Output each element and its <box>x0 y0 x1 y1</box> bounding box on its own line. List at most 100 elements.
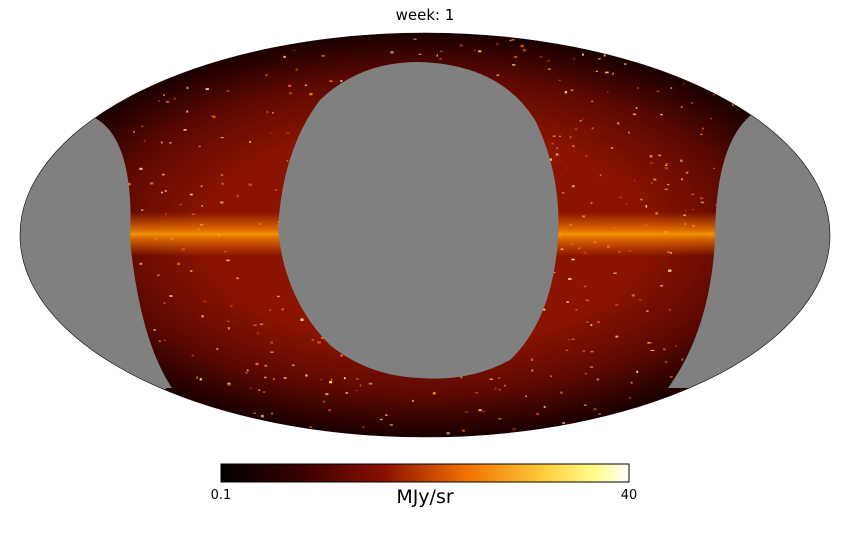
point-source <box>59 76 62 79</box>
point-source <box>755 370 760 373</box>
point-source <box>161 191 163 194</box>
point-source <box>579 120 582 122</box>
point-source <box>660 285 664 287</box>
point-source <box>226 259 230 262</box>
point-source <box>731 62 735 65</box>
point-source <box>179 204 182 206</box>
point-source <box>620 414 623 417</box>
point-source <box>593 408 597 410</box>
point-source <box>98 410 101 413</box>
point-source <box>248 183 252 186</box>
point-source <box>566 301 569 303</box>
point-source <box>113 52 116 55</box>
point-source <box>123 403 126 406</box>
point-source <box>283 377 287 379</box>
colorbar-min-label: 0.1 <box>210 488 232 503</box>
point-source <box>85 386 88 389</box>
point-source <box>646 310 649 312</box>
point-source <box>321 337 325 339</box>
point-source <box>40 153 43 156</box>
point-source <box>680 411 683 413</box>
point-source <box>799 328 803 331</box>
point-source <box>293 50 296 52</box>
point-source <box>512 428 516 431</box>
point-source <box>55 345 58 348</box>
point-source <box>163 339 166 342</box>
point-source <box>101 423 104 425</box>
point-source <box>680 106 683 108</box>
point-source <box>465 411 468 413</box>
colorbar-max-label: 40 <box>620 488 638 503</box>
point-source <box>498 388 501 391</box>
point-source <box>680 159 683 162</box>
point-source <box>482 410 485 413</box>
point-source <box>635 107 638 109</box>
point-source <box>498 418 502 420</box>
point-source <box>584 373 587 375</box>
point-source <box>663 348 666 351</box>
point-source <box>359 384 362 387</box>
point-source <box>650 161 653 165</box>
point-source <box>158 340 161 342</box>
point-source <box>203 429 207 432</box>
point-source <box>678 73 681 76</box>
point-source <box>84 119 88 122</box>
point-source <box>697 45 700 47</box>
point-source <box>201 205 203 207</box>
point-source <box>667 183 670 186</box>
point-source <box>696 413 700 415</box>
point-source <box>595 70 598 72</box>
point-source <box>668 269 672 272</box>
point-source <box>633 179 636 182</box>
point-source <box>628 397 632 399</box>
point-source <box>628 131 630 134</box>
point-source <box>625 203 628 205</box>
point-source <box>512 64 516 66</box>
point-source <box>226 320 230 322</box>
point-source <box>663 406 666 409</box>
point-source <box>739 393 742 396</box>
point-source <box>462 429 465 432</box>
point-source <box>368 382 373 385</box>
point-source <box>612 72 614 75</box>
point-source <box>230 419 233 423</box>
point-source <box>631 294 635 297</box>
point-source <box>227 327 230 330</box>
point-source <box>163 302 166 304</box>
point-source <box>589 366 594 368</box>
point-source <box>731 103 735 106</box>
point-source <box>636 87 639 89</box>
point-source <box>522 48 526 52</box>
point-source <box>717 412 721 416</box>
point-source <box>31 299 34 302</box>
point-source <box>536 429 539 432</box>
point-source <box>205 88 209 90</box>
point-source <box>141 125 144 128</box>
point-source <box>133 78 136 80</box>
point-source <box>664 188 668 190</box>
point-source <box>615 303 619 306</box>
point-source <box>169 142 172 144</box>
point-source <box>27 303 31 306</box>
point-source <box>584 44 587 47</box>
point-source <box>570 89 574 91</box>
point-source <box>93 64 96 67</box>
point-source <box>440 50 443 52</box>
point-source <box>571 185 575 188</box>
point-source <box>737 377 740 380</box>
point-source <box>496 42 499 46</box>
point-source <box>758 418 762 420</box>
point-source <box>134 50 138 53</box>
point-source <box>220 174 224 176</box>
point-source <box>649 54 652 56</box>
point-source <box>710 48 714 51</box>
point-source <box>824 104 828 107</box>
point-source <box>439 58 442 60</box>
point-source <box>139 262 143 265</box>
point-source <box>618 196 623 199</box>
point-source <box>255 362 259 366</box>
point-source <box>164 190 167 192</box>
point-source <box>559 135 561 137</box>
point-source <box>89 85 92 89</box>
